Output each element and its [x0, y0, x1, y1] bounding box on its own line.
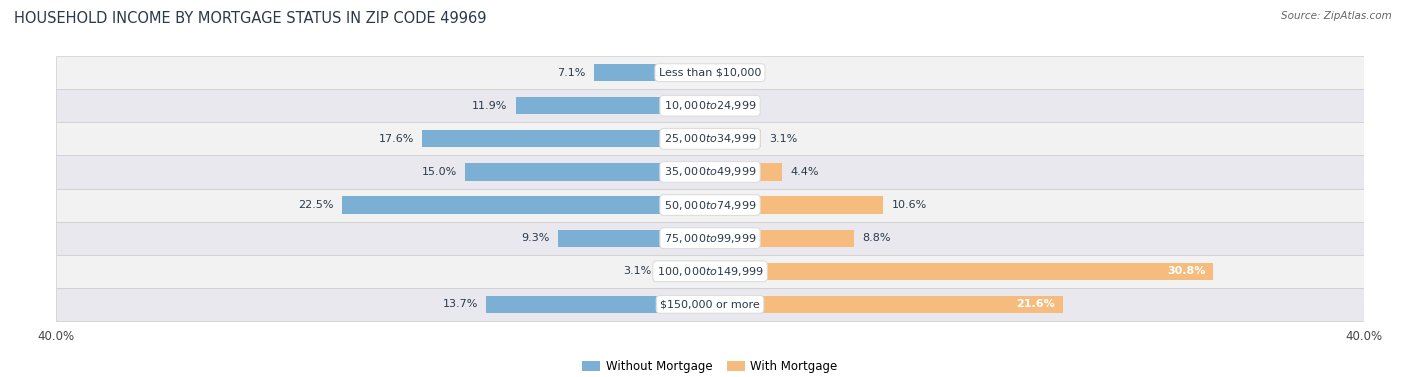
- Text: $50,000 to $74,999: $50,000 to $74,999: [664, 199, 756, 211]
- Text: 0.0%: 0.0%: [718, 101, 747, 111]
- Bar: [558, 230, 710, 247]
- Text: 21.6%: 21.6%: [1017, 299, 1054, 310]
- Bar: [56, 122, 1364, 155]
- Bar: [710, 230, 853, 247]
- Text: $10,000 to $24,999: $10,000 to $24,999: [664, 99, 756, 112]
- Bar: [422, 130, 710, 147]
- Text: $150,000 or more: $150,000 or more: [661, 299, 759, 310]
- Text: Source: ZipAtlas.com: Source: ZipAtlas.com: [1281, 11, 1392, 21]
- Text: 3.1%: 3.1%: [623, 266, 651, 276]
- Text: $100,000 to $149,999: $100,000 to $149,999: [657, 265, 763, 278]
- Bar: [710, 263, 1213, 280]
- Text: 13.7%: 13.7%: [443, 299, 478, 310]
- Text: 17.6%: 17.6%: [378, 134, 415, 144]
- Bar: [342, 196, 710, 214]
- Text: $35,000 to $49,999: $35,000 to $49,999: [664, 166, 756, 178]
- Bar: [56, 255, 1364, 288]
- Text: 30.8%: 30.8%: [1167, 266, 1205, 276]
- Text: 15.0%: 15.0%: [422, 167, 457, 177]
- Text: 9.3%: 9.3%: [522, 233, 550, 243]
- Bar: [465, 163, 710, 181]
- Bar: [486, 296, 710, 313]
- Bar: [56, 89, 1364, 122]
- Bar: [56, 188, 1364, 222]
- Text: 10.6%: 10.6%: [891, 200, 927, 210]
- Legend: Without Mortgage, With Mortgage: Without Mortgage, With Mortgage: [578, 356, 842, 377]
- Bar: [710, 196, 883, 214]
- Bar: [56, 222, 1364, 255]
- Text: 4.4%: 4.4%: [790, 167, 818, 177]
- Bar: [56, 56, 1364, 89]
- Bar: [659, 263, 710, 280]
- Bar: [56, 288, 1364, 321]
- Text: 8.8%: 8.8%: [862, 233, 890, 243]
- Text: HOUSEHOLD INCOME BY MORTGAGE STATUS IN ZIP CODE 49969: HOUSEHOLD INCOME BY MORTGAGE STATUS IN Z…: [14, 11, 486, 26]
- Text: Less than $10,000: Less than $10,000: [659, 67, 761, 78]
- Text: 22.5%: 22.5%: [298, 200, 335, 210]
- Bar: [710, 130, 761, 147]
- Text: 0.0%: 0.0%: [718, 67, 747, 78]
- Bar: [516, 97, 710, 114]
- Text: $75,000 to $99,999: $75,000 to $99,999: [664, 231, 756, 245]
- Text: 11.9%: 11.9%: [472, 101, 508, 111]
- Bar: [710, 296, 1063, 313]
- Text: 7.1%: 7.1%: [557, 67, 586, 78]
- Text: $25,000 to $34,999: $25,000 to $34,999: [664, 132, 756, 146]
- Bar: [56, 155, 1364, 188]
- Bar: [710, 163, 782, 181]
- Text: 3.1%: 3.1%: [769, 134, 797, 144]
- Bar: [593, 64, 710, 81]
